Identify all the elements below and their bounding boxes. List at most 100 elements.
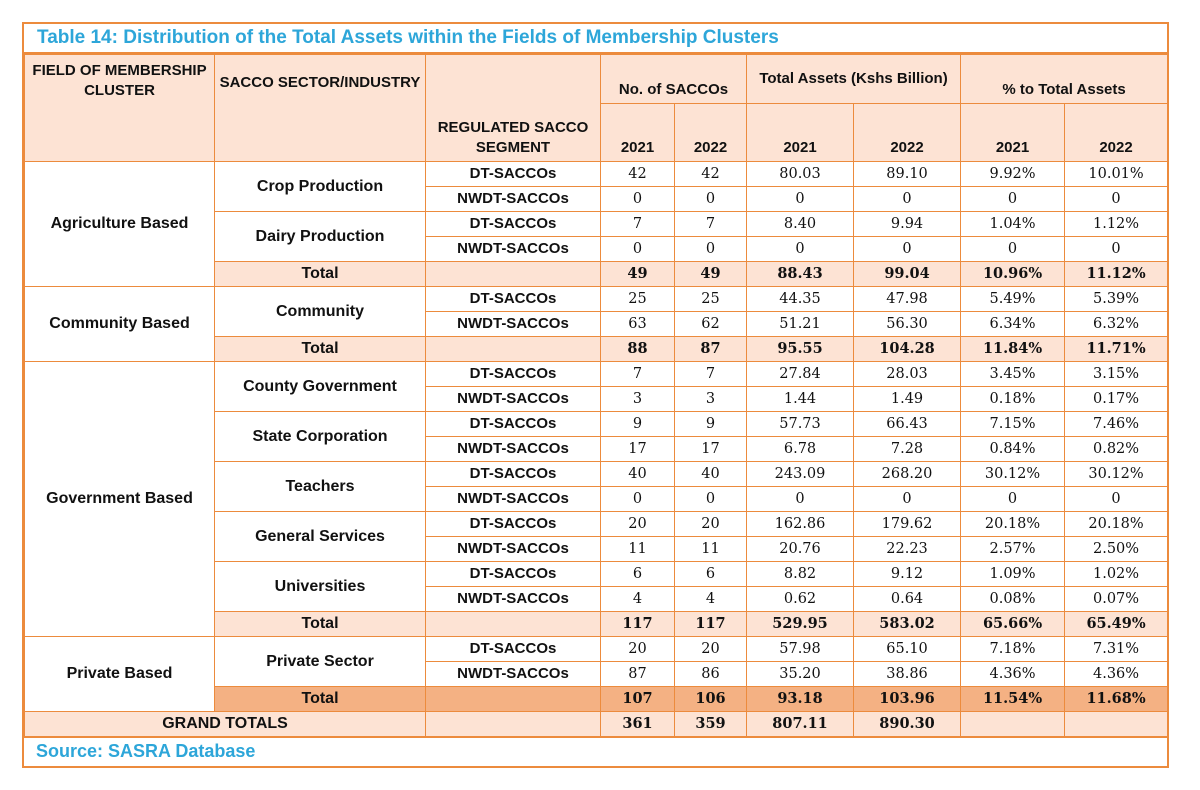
total-value-cell: 65.49%: [1064, 611, 1169, 637]
value-cell: 7.46%: [1064, 411, 1169, 437]
value-cell: 57.98: [746, 636, 855, 662]
value-cell: 9.92%: [960, 161, 1066, 187]
total-value-cell: 11.54%: [960, 686, 1066, 712]
total-value-cell: 117: [600, 611, 675, 637]
total-value-cell: 88.43: [746, 261, 855, 287]
value-cell: 0: [673, 186, 748, 212]
value-cell: 56.30: [853, 311, 962, 337]
table-row: Agriculture Based Crop Production DT-SACCO…: [24, 161, 1169, 287]
total-row: Total 49 49 88.43 99.04 10.96% 11.12%: [25, 261, 1169, 287]
value-cell: 65.10: [853, 636, 962, 662]
value-cell: 17: [673, 436, 748, 462]
table-frame: Table 14: Distribution of the Total Asse…: [22, 22, 1169, 768]
value-cell: 0.84%: [960, 436, 1066, 462]
value-cell: 87: [600, 661, 675, 687]
value-cell: 0: [960, 186, 1066, 212]
value-cell: 25: [600, 286, 675, 312]
total-value-cell: 49: [673, 261, 748, 287]
segment-cell: DT-SACCOs: [425, 411, 601, 437]
grand-total-value-cell: 807.11: [746, 711, 855, 737]
header-cluster: FIELD OF MEMBERSHIP CLUSTER: [24, 54, 215, 162]
total-value-cell: 10.96%: [960, 261, 1066, 287]
value-cell: 9: [673, 411, 748, 437]
value-cell: 35.20: [746, 661, 855, 687]
value-cell: 9.12: [853, 561, 962, 587]
value-cell: 6.78: [746, 436, 855, 462]
value-cell: 40: [600, 461, 675, 487]
value-cell: 20: [600, 636, 675, 662]
value-cell: 6.34%: [960, 311, 1066, 337]
header-year-2022: 2022: [1064, 103, 1169, 162]
value-cell: 0: [853, 486, 962, 512]
value-cell: 268.20: [853, 461, 962, 487]
value-cell: 0: [673, 486, 748, 512]
value-cell: 5.49%: [960, 286, 1066, 312]
segment-cell: DT-SACCOs: [425, 636, 601, 662]
value-cell: 1.44: [746, 386, 855, 412]
value-cell: 20.18%: [1064, 511, 1169, 537]
value-cell: 0: [673, 236, 748, 262]
total-value-cell: 99.04: [853, 261, 962, 287]
empty-cell: [425, 686, 601, 712]
sector-cell: County Government: [214, 361, 426, 412]
total-value-cell: 529.95: [746, 611, 855, 637]
sector-cell: General Services: [214, 511, 426, 562]
total-row: Total 107 106 93.18 103.96 11.54% 11.68%: [25, 686, 1169, 712]
total-row: Total 117 117 529.95 583.02 65.66% 65.49%: [25, 611, 1169, 637]
grand-total-row: GRAND TOTALS 361 359 807.11 890.30: [24, 711, 1169, 737]
segment-cell: NWDT-SACCOs: [425, 536, 601, 562]
value-cell: 66.43: [853, 411, 962, 437]
empty-cell: [425, 711, 601, 737]
header-pct-assets: % to Total Assets: [960, 54, 1169, 104]
segment-cell: DT-SACCOs: [425, 511, 601, 537]
value-cell: 20: [600, 511, 675, 537]
value-cell: 6: [673, 561, 748, 587]
value-cell: 17: [600, 436, 675, 462]
table-source: Source: SASRA Database: [24, 736, 1167, 766]
value-cell: 0: [853, 186, 962, 212]
value-cell: 63: [600, 311, 675, 337]
grand-total-label: GRAND TOTALS: [24, 711, 426, 737]
value-cell: 0: [1064, 186, 1169, 212]
value-cell: 0: [600, 236, 675, 262]
sector-cell: Community: [214, 286, 426, 337]
total-value-cell: 103.96: [853, 686, 962, 712]
segment-cell: DT-SACCOs: [425, 161, 601, 187]
value-cell: 3: [673, 386, 748, 412]
value-cell: 0: [600, 486, 675, 512]
value-cell: 7.15%: [960, 411, 1066, 437]
table-row: NWDT-SACCOs 17 17 6.78 7.28 0.84% 0.82%: [25, 436, 1169, 462]
header-sector: SACCO SECTOR/INDUSTRY: [214, 54, 426, 162]
value-cell: 11: [673, 536, 748, 562]
sector-cell: State Corporation: [214, 411, 426, 462]
value-cell: 38.86: [853, 661, 962, 687]
value-cell: 2.50%: [1064, 536, 1169, 562]
header-year-2022: 2022: [853, 103, 962, 162]
cluster-cell: Community Based: [24, 286, 215, 362]
value-cell: 0: [853, 236, 962, 262]
sector-cell: Teachers: [214, 461, 426, 512]
value-cell: 40: [673, 461, 748, 487]
total-value-cell: 11.68%: [1064, 686, 1169, 712]
table-row: NWDT-SACCOs 0 0 0 0 0 0: [25, 486, 1169, 512]
header-year-2021: 2021: [960, 103, 1066, 162]
value-cell: 5.39%: [1064, 286, 1169, 312]
segment-cell: NWDT-SACCOs: [425, 236, 601, 262]
segment-cell: DT-SACCOs: [425, 561, 601, 587]
value-cell: 1.04%: [960, 211, 1066, 237]
header-num-saccos: No. of SACCOs: [599, 54, 748, 104]
segment-cell: NWDT-SACCOs: [425, 386, 601, 412]
value-cell: 62: [673, 311, 748, 337]
header-segment: REGULATED SACCO SEGMENT: [425, 54, 601, 162]
table-row: State Corporation DT-SACCOs 9 9 57.73 66.43 7.…: [25, 411, 1169, 462]
value-cell: 7.31%: [1064, 636, 1169, 662]
total-value-cell: 106: [673, 686, 748, 712]
value-cell: 42: [673, 161, 748, 187]
total-value-cell: 49: [600, 261, 675, 287]
value-cell: 0.18%: [960, 386, 1066, 412]
empty-cell: [425, 261, 601, 287]
sector-cell: Dairy Production: [214, 211, 426, 262]
segment-cell: NWDT-SACCOs: [425, 661, 601, 687]
value-cell: 80.03: [746, 161, 855, 187]
table-row: Dairy Production DT-SACCOs 7 7 8.40 9.94 1.04%…: [25, 211, 1169, 262]
